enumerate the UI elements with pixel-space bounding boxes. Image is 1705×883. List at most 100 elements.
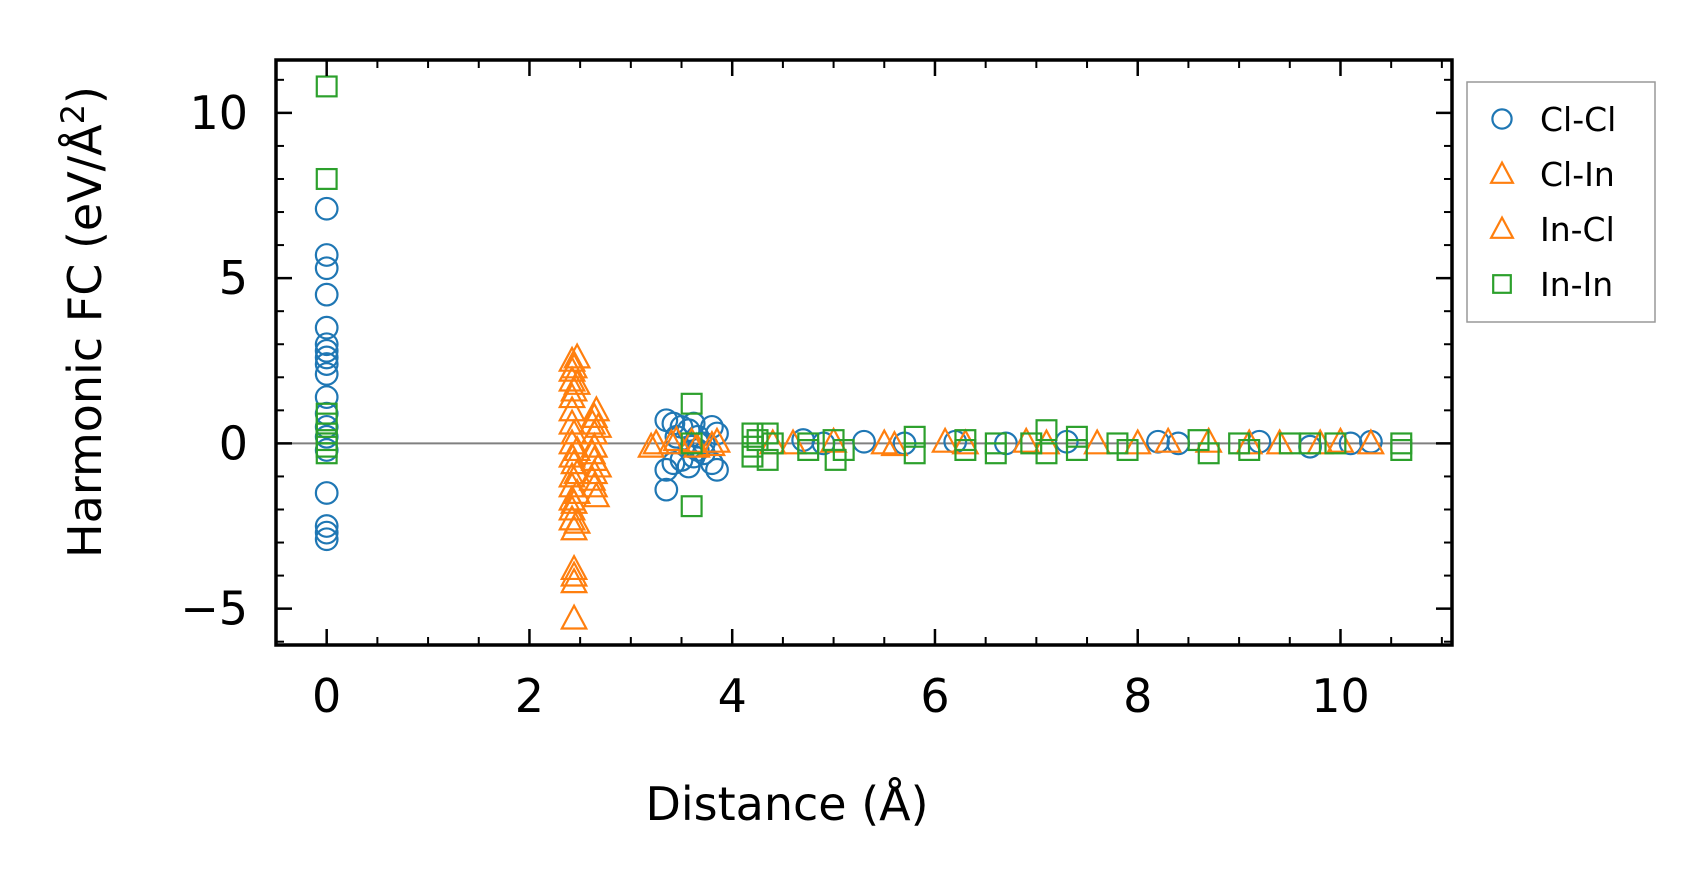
data-point-cl-in <box>557 408 587 435</box>
y-tick-label: 5 <box>219 251 248 305</box>
data-point-in-cl <box>559 487 589 514</box>
data-point-cl-in <box>580 471 609 498</box>
data-point-in-cl <box>559 560 589 587</box>
data-point-cl-in <box>563 477 592 505</box>
y-tick-label: 0 <box>219 416 248 470</box>
data-point-cl-in <box>559 603 589 630</box>
data-point-in-in <box>756 448 779 471</box>
series-in-in <box>315 75 1413 518</box>
y-axis-title-superscript: 2 <box>54 104 92 124</box>
data-point-in-cl <box>1356 428 1385 455</box>
data-point-cl-cl <box>314 385 339 410</box>
data-point-in-cl <box>657 428 686 455</box>
data-point-cl-in <box>702 426 732 453</box>
data-point-in-cl <box>880 429 909 457</box>
data-point-in-in <box>1065 425 1088 448</box>
data-point-cl-cl <box>314 481 339 505</box>
data-point-cl-in <box>1154 426 1183 453</box>
legend-marker-in-cl <box>1489 215 1515 239</box>
data-point-cl-in <box>642 428 671 455</box>
data-point-cl-in <box>682 431 711 458</box>
x-tick-label: 2 <box>515 669 544 723</box>
y-axis-title-main: Harmonic FC (eV/Å <box>58 124 112 558</box>
legend: Cl-Cl Cl-In In-Cl In-In <box>1466 81 1656 323</box>
data-point-cl-in <box>557 395 587 422</box>
data-point-cl-in <box>557 365 587 392</box>
data-point-in-in <box>1035 442 1058 465</box>
x-tick-label: 4 <box>718 669 747 723</box>
data-point-in-in <box>680 495 703 518</box>
data-point-in-in <box>315 167 338 190</box>
data-point-cl-in <box>584 411 613 438</box>
data-point-cl-cl <box>314 315 339 340</box>
legend-marker-in-in <box>1492 274 1512 294</box>
data-point-in-in <box>1324 432 1347 455</box>
data-point-cl-in <box>563 342 592 369</box>
data-point-in-in <box>832 439 855 462</box>
data-point-in-in <box>984 442 1007 465</box>
legend-marker-cl-cl <box>1491 108 1513 130</box>
data-point-cl-in <box>557 381 587 409</box>
legend-marker-cl-in <box>1489 160 1515 184</box>
data-point-in-cl <box>1083 428 1112 455</box>
data-point-in-cl <box>677 426 706 453</box>
data-point-in-cl <box>559 514 589 541</box>
data-point-in-in <box>1238 439 1261 462</box>
data-point-cl-cl <box>314 352 339 376</box>
data-point-cl-in <box>563 457 592 485</box>
data-point-cl-in <box>1326 426 1355 453</box>
data-point-cl-in <box>557 345 587 372</box>
data-point-cl-cl <box>314 332 339 357</box>
data-point-cl-cl <box>1338 431 1363 456</box>
data-point-cl-cl <box>314 338 339 363</box>
data-point-in-in <box>903 442 926 465</box>
data-point-in-in <box>680 392 703 415</box>
data-point-in-in <box>1065 439 1088 462</box>
data-point-in-cl <box>559 375 589 402</box>
data-point-in-cl <box>578 438 607 465</box>
x-tick-label: 8 <box>1123 669 1152 723</box>
data-point-cl-in <box>557 441 587 468</box>
data-point-in-cl <box>1194 426 1223 453</box>
data-point-in-in <box>315 442 338 465</box>
x-tick-label: 0 <box>312 669 341 723</box>
data-point-cl-cl <box>654 477 679 502</box>
data-point-in-in <box>1116 439 1139 462</box>
data-point-cl-cl <box>314 520 339 545</box>
data-point-cl-cl <box>314 527 339 552</box>
legend-label-in-in: In-In <box>1540 265 1613 304</box>
data-point-in-cl <box>697 429 727 457</box>
data-point-cl-cl <box>705 457 729 482</box>
legend-label-in-cl: In-Cl <box>1540 210 1615 249</box>
data-point-in-in <box>903 425 926 448</box>
data-point-in-cl <box>637 431 666 458</box>
data-point-cl-in <box>582 481 611 508</box>
data-point-in-in <box>680 432 703 455</box>
legend-label-cl-cl: Cl-Cl <box>1540 100 1616 139</box>
data-point-cl-in <box>559 567 589 594</box>
data-point-in-in <box>1035 419 1058 442</box>
data-point-in-in <box>761 432 784 455</box>
data-point-in-cl <box>578 408 607 435</box>
data-point-cl-in <box>559 553 589 581</box>
data-point-in-cl <box>578 464 607 491</box>
data-point-in-in <box>954 439 977 462</box>
data-point-cl-in <box>580 431 609 458</box>
data-points-layer <box>314 75 1413 630</box>
data-point-in-in <box>797 439 820 462</box>
tick-labels-layer: 0 2 4 6 8 10 −5 0 5 10 <box>180 86 1370 723</box>
data-point-cl-cl <box>314 362 339 386</box>
data-point-in-cl <box>1012 426 1041 453</box>
data-point-in-in <box>1197 442 1220 465</box>
data-point-in-in <box>1299 432 1322 455</box>
data-point-cl-in <box>580 401 609 428</box>
plot-frame <box>274 58 1454 647</box>
y-axis-title-close: ) <box>58 86 112 104</box>
data-point-cl-cl <box>314 243 339 267</box>
x-tick-label: 10 <box>1311 669 1370 723</box>
data-point-cl-cl <box>705 421 729 446</box>
y-tick-label: 10 <box>189 86 248 140</box>
data-point-cl-in <box>557 504 587 531</box>
x-tick-label: 6 <box>920 669 949 723</box>
